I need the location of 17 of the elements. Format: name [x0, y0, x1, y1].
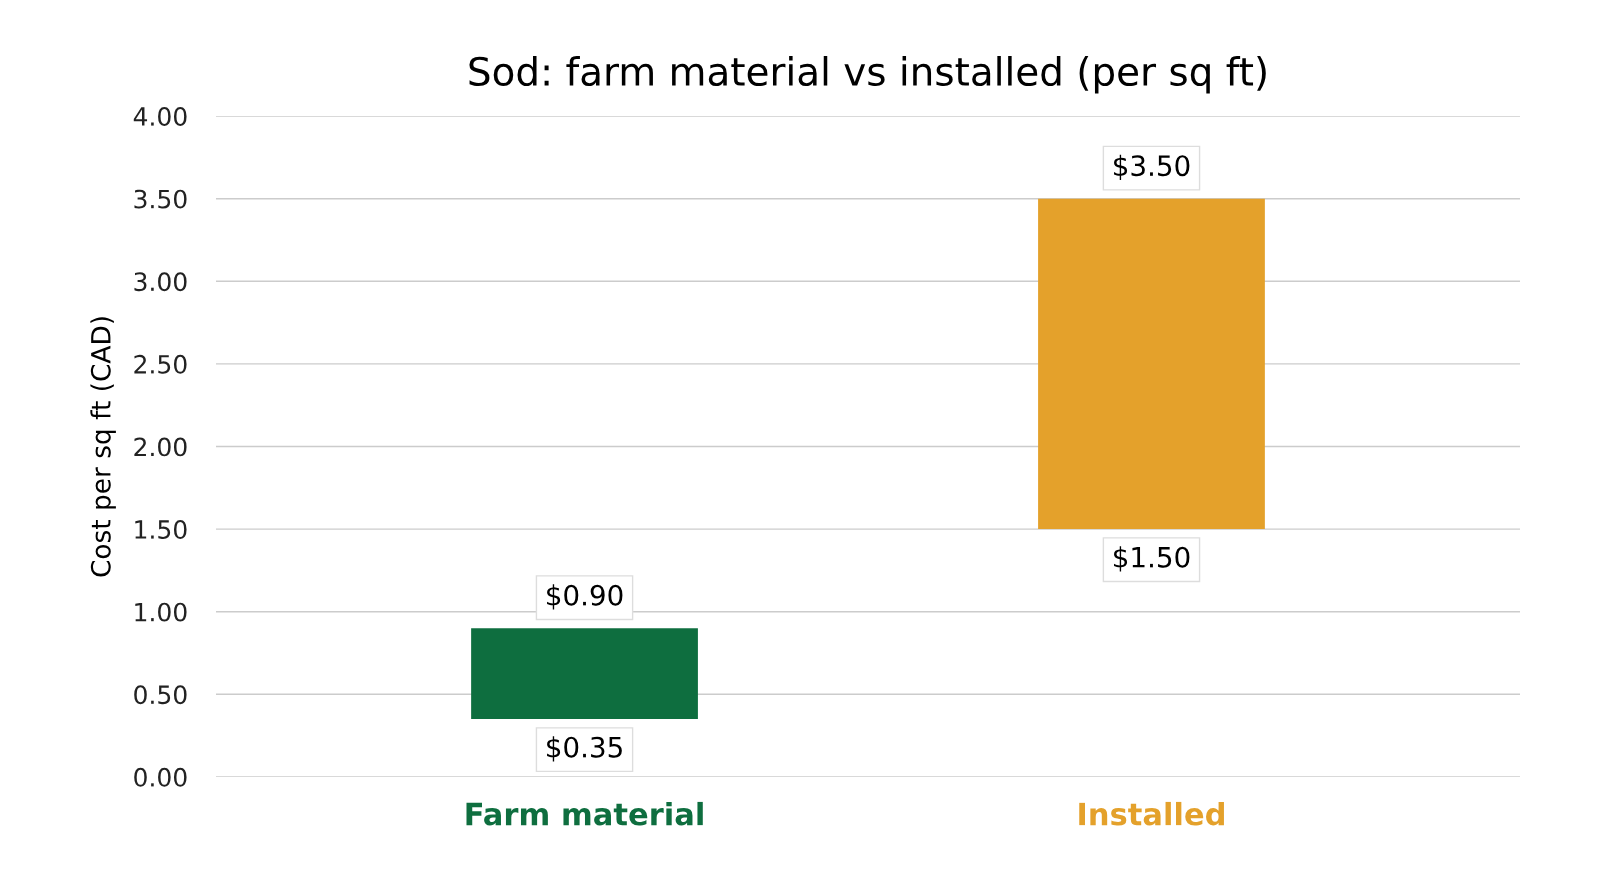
- x-tick-label: Installed: [1079, 801, 1224, 826]
- chart-title: Sod: farm material vs installed (per sq ft): [469, 55, 1266, 94]
- y-tick-label: 2.00: [134, 437, 187, 457]
- annotation: $0.90: [547, 584, 623, 610]
- y-axis-title: Cost per sq ft (CAD): [90, 317, 116, 577]
- y-tick-label: 1.00: [135, 602, 187, 622]
- y-tick-label: 0.50: [134, 685, 187, 705]
- y-tick-label: 4.00: [133, 107, 187, 126]
- annotation: $1.50: [1114, 546, 1190, 572]
- annotation: $0.35: [547, 736, 622, 762]
- y-tick-label: 2.50: [134, 354, 187, 374]
- y-tick-label: 3.00: [134, 272, 187, 292]
- x-tick-label: Farm material: [466, 801, 703, 826]
- y-tick-label: 0.00: [134, 767, 187, 787]
- y-tick-label: 3.50: [134, 189, 187, 209]
- y-tick-label: 1.50: [135, 520, 187, 539]
- annotation: $3.50: [1114, 154, 1190, 180]
